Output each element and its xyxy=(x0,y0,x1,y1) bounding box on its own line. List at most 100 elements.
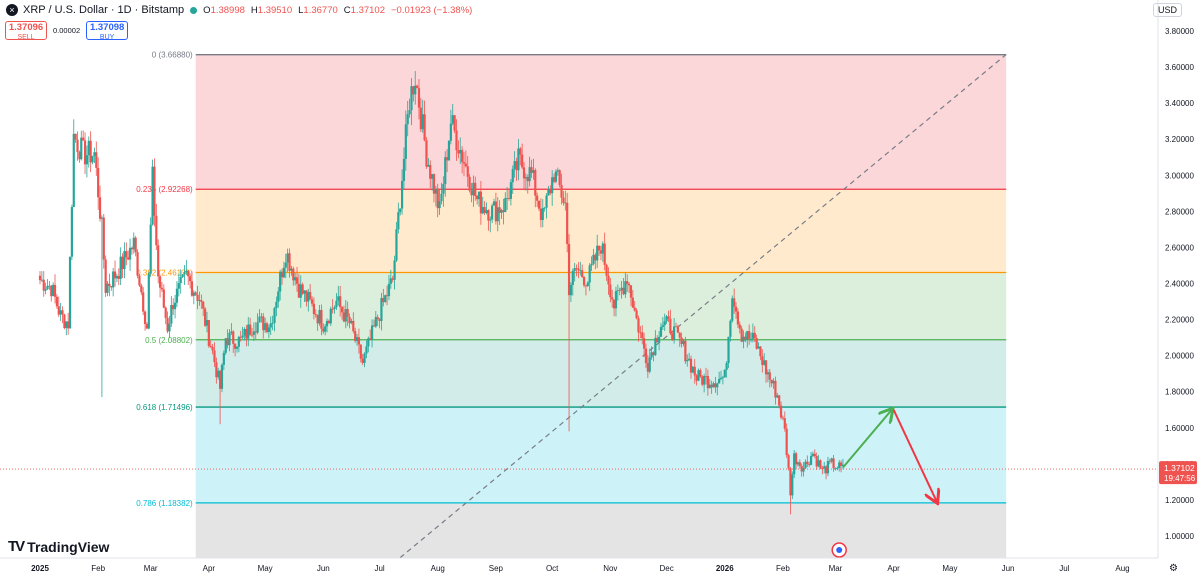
candle-body xyxy=(661,325,664,328)
candle-body xyxy=(772,380,775,384)
candle-body xyxy=(832,458,835,469)
candle-body xyxy=(226,338,229,346)
candle-body xyxy=(834,468,837,469)
fib-zone xyxy=(195,54,1007,190)
candle-body xyxy=(305,290,308,302)
tradingview-logo-icon: TV xyxy=(8,538,25,555)
candle-body xyxy=(665,316,668,322)
candle-body xyxy=(637,318,640,333)
candle-body xyxy=(472,182,475,196)
projection-arrows[interactable] xyxy=(842,409,937,502)
candle-body xyxy=(558,170,561,186)
candle-body xyxy=(399,208,402,213)
candle-body xyxy=(633,307,636,311)
candle-body xyxy=(560,185,563,198)
candle-body xyxy=(575,268,578,269)
candle-body xyxy=(235,346,239,349)
candle-body xyxy=(569,284,573,296)
candle-body xyxy=(140,285,143,293)
candle-body xyxy=(228,332,231,346)
candle-body xyxy=(59,310,62,315)
candle-body xyxy=(164,307,167,318)
candle-body xyxy=(601,243,604,254)
candle-body xyxy=(506,198,509,199)
fibonacci-retracement[interactable]: 0 (3.66880) 0.236 (2.92268) 0.382 (2.46109… xyxy=(136,51,1007,558)
candle-body xyxy=(157,245,160,277)
candle-body xyxy=(382,298,385,302)
candle-body xyxy=(217,370,220,378)
last-price-tag[interactable] xyxy=(1159,461,1197,485)
candle-body xyxy=(838,462,841,468)
candle-body xyxy=(731,298,734,321)
candle-body xyxy=(203,308,207,326)
candle-body xyxy=(697,370,700,381)
candle-body xyxy=(727,336,730,364)
candle-body xyxy=(222,352,225,365)
candle-body xyxy=(102,217,105,260)
candle-body xyxy=(269,323,272,328)
x-tick-label: 2025 xyxy=(31,564,49,573)
fib-zone xyxy=(195,407,1007,503)
candle-body xyxy=(190,281,194,296)
candle-body xyxy=(187,270,190,277)
candle-body xyxy=(250,334,254,336)
candle-body xyxy=(581,270,584,278)
candle-body xyxy=(425,140,428,167)
candle-body xyxy=(479,191,482,214)
tradingview-logo[interactable]: TV TradingView xyxy=(8,538,109,555)
candle-body xyxy=(142,292,145,312)
candle-body xyxy=(545,195,548,208)
candle-body xyxy=(673,326,676,340)
candle-body xyxy=(509,182,512,199)
candle-body xyxy=(590,263,593,266)
currency-selector[interactable]: USD xyxy=(1152,3,1182,17)
candle-body xyxy=(162,289,165,308)
candle-body xyxy=(115,276,119,279)
candle-body xyxy=(667,316,670,319)
projection-arrow-down[interactable] xyxy=(892,409,937,502)
candle-body xyxy=(753,332,756,338)
candle-body xyxy=(704,376,708,377)
candle-body xyxy=(262,316,265,331)
candle-body xyxy=(256,322,259,333)
candle-body xyxy=(468,176,471,191)
candle-body xyxy=(192,292,195,296)
buy-button[interactable]: 1.37098 BUY xyxy=(86,21,129,41)
fib-zone-below xyxy=(195,502,1007,558)
settings-icon[interactable]: ⚙ xyxy=(1169,563,1178,574)
candle-body xyxy=(793,453,796,475)
candle-body xyxy=(624,281,627,295)
candle-body xyxy=(132,237,135,250)
candle-body xyxy=(706,376,709,389)
sell-button[interactable]: 1.37096 SELL xyxy=(5,21,47,41)
projection-arrow-up[interactable] xyxy=(842,410,892,469)
candle-body xyxy=(453,115,456,131)
candle-body xyxy=(290,268,293,271)
candle-body xyxy=(526,177,529,182)
candle-body xyxy=(359,344,362,359)
candle-body xyxy=(528,167,531,182)
candle-body xyxy=(264,323,267,331)
candle-body xyxy=(365,346,368,354)
candle-body xyxy=(207,320,210,346)
candle-body xyxy=(614,291,618,309)
candle-body xyxy=(551,177,554,194)
candle-body xyxy=(273,308,276,323)
symbol-title[interactable]: XRP / U.S. Dollar · 1D · Bitstamp xyxy=(23,4,185,16)
candle-body xyxy=(757,346,760,349)
candle-body xyxy=(689,358,693,373)
close-x-icon[interactable]: × xyxy=(6,4,18,16)
candle-body xyxy=(325,320,329,327)
spread-value: 0.00002 xyxy=(53,26,81,35)
candle-body xyxy=(609,284,612,298)
candle-body xyxy=(804,461,807,469)
candle-body xyxy=(723,369,726,378)
x-tick-label: Apr xyxy=(887,564,900,573)
candle-body xyxy=(733,298,736,307)
candle-body xyxy=(476,196,479,200)
candle-body xyxy=(776,395,779,398)
candle-body xyxy=(828,460,831,462)
candle-body xyxy=(504,198,507,213)
